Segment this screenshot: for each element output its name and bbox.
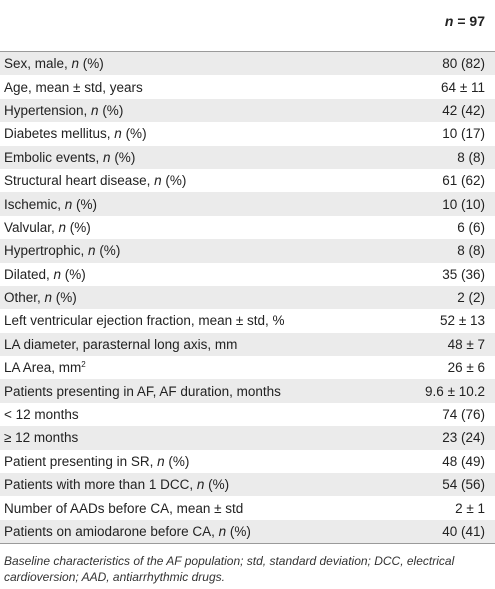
table-row: LA Area, mm2 26 ± 6	[0, 356, 495, 379]
row-label: LA diameter, parasternal long axis, mm	[4, 336, 238, 352]
header-rule	[0, 51, 495, 52]
row-label: Sex, male, n (%)	[4, 56, 104, 72]
table-row: Patient presenting in SR, n (%) 48 (49)	[0, 450, 495, 473]
row-value: 8 (8)	[457, 243, 485, 259]
header-n-value: n = 97	[444, 13, 485, 29]
row-value: 48 (49)	[442, 453, 485, 469]
table-row: Number of AADs before CA, mean ± std 2 ± …	[0, 496, 495, 519]
table-row: Embolic events, n (%) 8 (8)	[0, 145, 495, 169]
table-row: Dilated, n (%) 35 (36)	[0, 263, 495, 286]
row-label: Patient presenting in SR, n (%)	[4, 453, 190, 469]
row-value: 74 (76)	[442, 407, 485, 423]
row-label: ≥ 12 months	[4, 430, 79, 446]
table-row: Ischemic, n (%) 10 (10)	[0, 192, 495, 216]
table-row: ≥ 12 months 23 (24)	[0, 426, 495, 450]
row-value: 2 ± 1	[455, 500, 485, 516]
table-row: Valvular, n (%) 6 (6)	[0, 216, 495, 239]
table-row: Structural heart disease, n (%) 61 (62)	[0, 169, 495, 192]
table-header: n = 97	[0, 0, 495, 51]
row-label: Patients presenting in AF, AF duration, …	[4, 383, 281, 399]
row-label: Left ventricular ejection fraction, mean…	[4, 313, 285, 329]
table-row: Other, n (%) 2 (2)	[0, 285, 495, 310]
table-body: Sex, male, n (%) 80 (82) Age, mean ± std, …	[0, 52, 495, 544]
row-label: Hypertension, n (%)	[4, 102, 124, 118]
row-value: 48 ± 7	[447, 336, 485, 352]
row-label: Structural heart disease, n (%)	[4, 173, 187, 189]
table-row: Left ventricular ejection fraction, mean…	[0, 309, 495, 332]
row-value: 54 (56)	[442, 477, 485, 493]
row-label: Valvular, n (%)	[4, 219, 91, 235]
table-row: Sex, male, n (%) 80 (82)	[0, 52, 495, 76]
table-row: < 12 months 74 (76)	[0, 403, 495, 426]
row-label: Patients with more than 1 DCC, n (%)	[4, 477, 230, 493]
table-row: Patients on amiodarone before CA, n (%) 4…	[0, 519, 495, 544]
row-value: 80 (82)	[442, 56, 485, 72]
table-row: LA diameter, parasternal long axis, mm 48…	[0, 332, 495, 357]
row-value: 10 (17)	[442, 126, 485, 142]
row-value: 10 (10)	[442, 196, 485, 212]
row-label: Number of AADs before CA, mean ± std	[4, 500, 244, 516]
row-label: Patients on amiodarone before CA, n (%)	[4, 524, 251, 539]
row-label: Ischemic, n (%)	[4, 196, 98, 212]
row-label: Other, n (%)	[4, 290, 77, 306]
row-label: LA Area, mm2	[4, 360, 86, 376]
row-value: 23 (24)	[442, 430, 485, 446]
characteristics-table: n = 97 Sex, male, n (%) 80 (82) Age, mean …	[0, 0, 495, 545]
row-value: 61 (62)	[442, 173, 485, 189]
table-caption: Baseline characteristics of the AF popul…	[4, 554, 455, 584]
row-value: 8 (8)	[457, 149, 485, 165]
row-value: 26 ± 6	[447, 360, 485, 376]
row-label: Hypertrophic, n (%)	[4, 243, 121, 259]
row-value: 52 ± 13	[440, 313, 485, 329]
row-value: 2 (2)	[457, 290, 485, 306]
table-row: Hypertrophic, n (%) 8 (8)	[0, 239, 495, 263]
row-value: 40 (41)	[442, 524, 485, 539]
row-label: Dilated, n (%)	[4, 266, 86, 282]
row-value: 9.6 ± 10.2	[425, 383, 485, 399]
row-label: Embolic events, n (%)	[4, 149, 136, 165]
row-label: Diabetes mellitus, n (%)	[4, 126, 147, 142]
table-row: Patients presenting in AF, AF duration, …	[0, 379, 495, 403]
row-value: 35 (36)	[442, 266, 485, 282]
bottom-rule	[0, 543, 495, 545]
table-row: Age, mean ± std, years 64 ± 11	[0, 75, 495, 98]
row-value: 64 ± 11	[441, 79, 485, 95]
table-row: Patients with more than 1 DCC, n (%) 54 (…	[0, 473, 495, 497]
row-label: Age, mean ± std, years	[4, 79, 143, 95]
row-value: 42 (42)	[442, 102, 485, 118]
row-label: < 12 months	[4, 407, 79, 423]
row-value: 6 (6)	[457, 219, 485, 235]
table-row: Diabetes mellitus, n (%) 10 (17)	[0, 122, 495, 145]
table-row: Hypertension, n (%) 42 (42)	[0, 98, 495, 123]
